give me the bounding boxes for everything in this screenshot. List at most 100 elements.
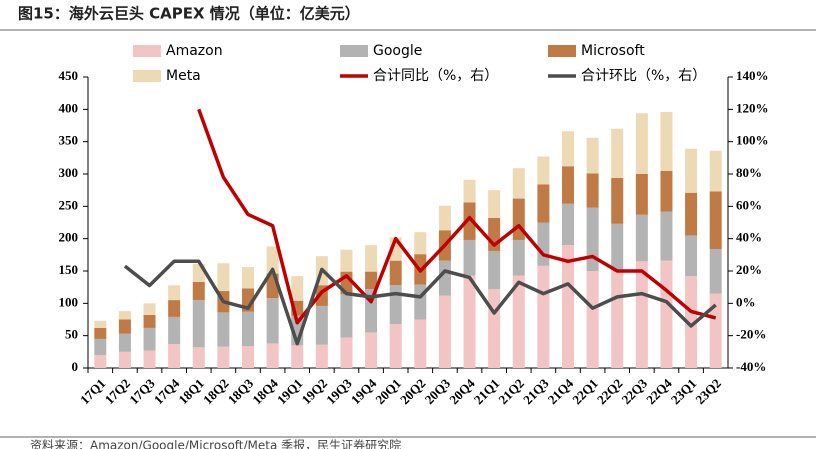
bar-segment	[438, 205, 451, 231]
bar-segment	[635, 214, 648, 262]
bar-segment	[463, 275, 476, 368]
bar-segment	[389, 260, 402, 286]
x-tick-label: 20Q1	[372, 376, 404, 408]
bar-segment	[562, 166, 574, 204]
y2-tick-label: 100%	[736, 133, 769, 148]
bar-segment	[94, 320, 107, 328]
bar-segment	[217, 263, 230, 292]
bar-segment	[315, 305, 328, 345]
bar-segment	[438, 295, 451, 368]
source-note: 资料来源：Amazon/Google/Microsoft/Meta 季报，民生证…	[30, 438, 401, 449]
y-tick-label: 450	[59, 68, 79, 83]
legend-swatch	[548, 45, 576, 57]
x-tick-label: 22Q1	[569, 376, 601, 408]
bar-segment	[635, 113, 648, 174]
legend-label: Meta	[166, 68, 201, 84]
bar-segment	[463, 239, 476, 276]
y-tick-label: 200	[59, 230, 79, 245]
x-tick-label: 20Q2	[397, 376, 429, 408]
y-tick-label: 150	[59, 262, 79, 277]
legend-label: Microsoft	[581, 43, 645, 59]
y-tick-label: 350	[59, 133, 79, 148]
legend-label: 合计环比（%，右）	[581, 68, 706, 84]
bar-segment	[217, 312, 230, 347]
bar-segment	[537, 265, 550, 368]
bar-segment	[389, 285, 402, 325]
bar-segment	[143, 303, 156, 315]
bar-segment	[685, 148, 698, 193]
y-tick-label: 400	[59, 100, 79, 115]
x-tick-label: 18Q3	[225, 375, 257, 407]
x-tick-label: 17Q1	[77, 376, 109, 408]
bar-segment	[168, 316, 181, 345]
bar-segment	[611, 269, 624, 368]
y-tick-label: 100	[59, 294, 79, 309]
x-tick-label: 19Q3	[323, 375, 355, 407]
bar-segment	[562, 245, 574, 368]
bar-segment	[143, 314, 156, 328]
bar-segment	[94, 338, 107, 356]
x-tick-label: 19Q4	[348, 375, 380, 407]
bar-segment	[266, 298, 279, 344]
bar-segment	[414, 284, 427, 320]
legend-label: Amazon	[166, 43, 223, 59]
bar-segment	[365, 245, 378, 272]
x-tick-label: 21Q2	[495, 376, 527, 408]
bar-segment	[118, 333, 131, 352]
y2-tick-label: 140%	[736, 68, 769, 83]
bar-segment	[168, 285, 181, 301]
bar-segment	[685, 235, 698, 277]
legend-label: 合计同比（%，右）	[373, 68, 498, 84]
bar-segment	[660, 170, 673, 212]
bar-segment	[192, 300, 205, 348]
bar-segment	[389, 324, 402, 368]
legend-swatch	[340, 45, 368, 57]
y2-tick-label: 80%	[736, 165, 762, 180]
y2-tick-label: 20%	[736, 262, 762, 277]
bar-segment	[586, 207, 599, 271]
legend-swatch	[133, 70, 161, 82]
bar-segment	[192, 347, 205, 368]
bar-segment	[537, 156, 550, 185]
bar-segment	[685, 192, 698, 236]
bar-segment	[315, 344, 328, 368]
bar-segment	[709, 293, 722, 368]
bar-segment	[709, 150, 722, 192]
legend-label: Google	[373, 43, 422, 59]
bar-segment	[488, 250, 501, 290]
bar-segment	[168, 300, 181, 317]
x-tick-label: 22Q4	[643, 375, 675, 407]
bar-segment	[118, 311, 131, 320]
bar-segment	[537, 184, 550, 223]
y-tick-label: 250	[59, 197, 79, 212]
x-tick-label: 23Q2	[692, 376, 724, 408]
bar-segment	[438, 260, 451, 296]
bar-segment	[118, 319, 131, 334]
bar-segment	[463, 202, 476, 240]
bar-segment	[709, 249, 722, 294]
x-tick-label: 18Q2	[200, 376, 232, 408]
bar-segment	[266, 246, 279, 274]
bar-segment	[340, 337, 353, 368]
x-tick-label: 17Q2	[102, 376, 134, 408]
bar-segment	[242, 311, 254, 347]
x-tick-label: 20Q3	[422, 375, 454, 407]
bar-segment	[709, 191, 722, 250]
legend-swatch	[133, 45, 161, 57]
line-series	[197, 108, 717, 325]
bar-segment	[660, 211, 673, 261]
bar-segment	[685, 276, 698, 368]
x-tick-label: 19Q1	[274, 376, 306, 408]
x-tick-label: 20Q4	[446, 375, 478, 407]
bar-segment	[365, 271, 378, 290]
y2-tick-label: -40%	[736, 359, 766, 374]
bar-segment	[414, 232, 427, 255]
chart-title: 图15：海外云巨头 CAPEX 情况（单位：亿美元）	[18, 5, 360, 23]
bar-segment	[365, 332, 378, 368]
bar-segment	[217, 346, 230, 368]
bar-segment	[512, 275, 525, 368]
bar-segment	[512, 198, 525, 240]
line-series	[123, 259, 717, 346]
bar-segment	[266, 343, 279, 368]
bar-segment	[562, 203, 574, 246]
